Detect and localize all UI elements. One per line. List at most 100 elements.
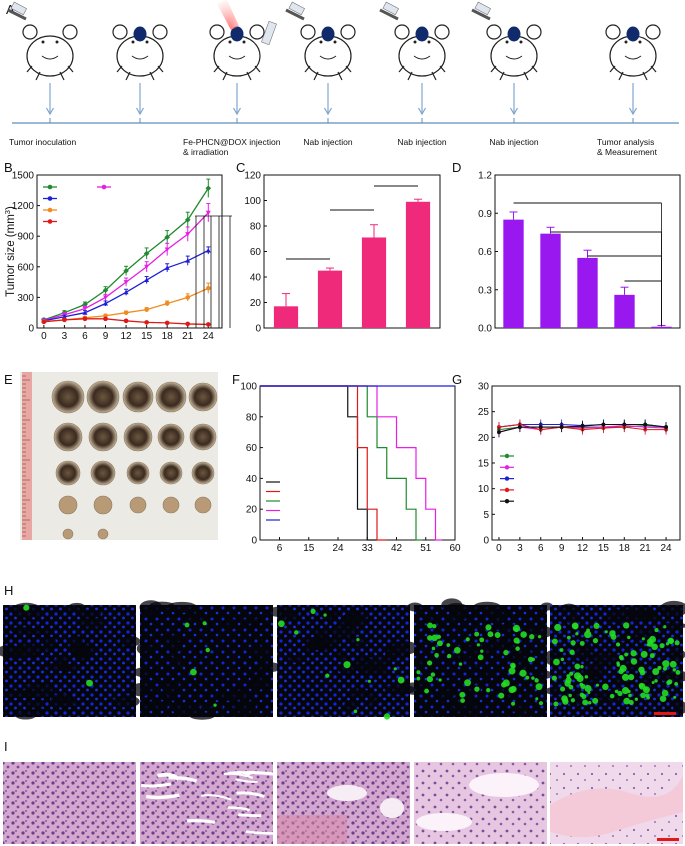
dark-region: [669, 649, 685, 660]
x-tick-label: 60: [449, 543, 461, 554]
mouse-mouth: [505, 55, 523, 60]
apoptotic-cell: [564, 680, 571, 687]
apoptotic-cell: [609, 630, 616, 637]
data-point: [164, 234, 170, 241]
dark-region: [487, 610, 509, 621]
mouse-1: [112, 24, 168, 116]
dark-region: [367, 694, 381, 707]
apoptotic-cell: [630, 650, 637, 657]
mouse-body: [116, 35, 164, 77]
mouse-feet: [213, 65, 261, 81]
dark-region: [79, 609, 102, 618]
apoptotic-cell: [498, 692, 505, 699]
tumor-sample: [162, 496, 180, 514]
apoptotic-cell: [485, 624, 492, 631]
y-tick-label: 900: [17, 232, 34, 243]
apoptotic-cell: [426, 660, 433, 666]
dark-region: [74, 646, 88, 663]
dark-region: [281, 609, 300, 621]
apoptotic-cell: [657, 665, 662, 670]
ruler-ticks: [22, 375, 30, 537]
apoptotic-cell: [431, 646, 436, 651]
dark-region: [624, 605, 655, 619]
mouse-mouth: [413, 55, 431, 60]
apoptotic-cell: [551, 675, 557, 681]
tumor-sample: [62, 528, 74, 540]
mouse-eye: [228, 40, 232, 44]
apoptotic-cell: [616, 663, 621, 667]
mouse-eye: [519, 40, 523, 44]
data-point: [144, 320, 149, 325]
dark-region: [24, 627, 52, 636]
apoptotic-cell: [574, 663, 581, 670]
event-label: Nab injection: [489, 137, 538, 147]
dark-region: [320, 609, 336, 620]
mouse-ear: [62, 24, 78, 40]
data-point: [185, 232, 191, 237]
x-tick-label: 0: [41, 331, 47, 342]
y-tick-label: 80: [250, 222, 262, 233]
x-tick-label: 24: [661, 543, 673, 554]
dark-region: [574, 640, 592, 653]
x-tick-label: 18: [619, 543, 631, 554]
apoptotic-cell: [566, 674, 571, 679]
apoptotic-cell: [323, 613, 327, 617]
apoptotic-cell: [516, 640, 520, 644]
apoptotic-cell: [654, 679, 658, 683]
mouse-mouth: [624, 55, 642, 60]
tumor-sample: [189, 423, 217, 451]
event-label-line: Nab injection: [489, 137, 538, 147]
y-tick-label: 100: [240, 382, 257, 393]
apoptotic-cell: [579, 682, 584, 687]
mouse-ear: [434, 24, 450, 40]
dark-region: [136, 642, 153, 655]
event-label: Nab injection: [397, 137, 446, 147]
ruler: [22, 372, 32, 540]
y-tick-label: 15: [478, 459, 490, 470]
dark-region: [673, 701, 685, 715]
data-point: [123, 280, 129, 285]
bar: [614, 294, 635, 328]
apoptotic-cell: [205, 647, 210, 653]
dark-region: [143, 700, 169, 712]
apoptotic-cell: [278, 620, 285, 628]
dark-region: [560, 603, 578, 613]
event-label: Tumor analysis & Measurement: [597, 137, 658, 157]
syringe-barrel-icon: [10, 1, 27, 16]
dark-region: [343, 700, 358, 711]
tumor-sample: [53, 422, 83, 452]
apoptotic-cell: [458, 662, 463, 666]
apoptotic-cell: [569, 671, 574, 676]
mouse-mouth: [319, 55, 337, 60]
tissue-gap: [168, 776, 198, 783]
dark-region: [621, 661, 644, 671]
bar: [577, 257, 598, 328]
mice-weight-chart: 0 5 10 15 20 25 30 0 3 6 9 12 15 18 21 24: [478, 382, 681, 554]
x-tick-label: 21: [182, 331, 194, 342]
dark-region: [482, 669, 497, 678]
tumor-sample: [58, 495, 78, 515]
timeline: Tumor inoculation Fe-PHCN@DOX injection & …: [9, 118, 658, 157]
data-point: [559, 425, 564, 429]
x-tick-label: 12: [577, 543, 589, 554]
mouse-eye: [624, 40, 628, 44]
apoptotic-cell: [529, 634, 535, 640]
tumor-sample: [90, 460, 116, 486]
dark-region: [46, 662, 72, 672]
y-axis-label: Tumor size (mm3): [3, 206, 17, 297]
apoptotic-cell: [551, 638, 558, 645]
panel-label-d: D: [452, 160, 461, 175]
apoptotic-cell: [515, 646, 520, 651]
mouse-ear: [340, 24, 356, 40]
y-tick-label: 0.3: [478, 285, 492, 296]
apoptotic-cell: [343, 661, 351, 669]
apoptotic-cell: [454, 646, 461, 654]
tumor-weight-chart: 0.0 0.3 0.6 0.9 1.2: [478, 171, 681, 335]
apoptotic-cell: [397, 676, 405, 684]
dark-region: [112, 695, 140, 708]
data-point: [164, 247, 170, 252]
panel-i: I: [3, 739, 683, 844]
apoptotic-cell: [535, 697, 539, 701]
dark-region: [346, 689, 373, 698]
mouse-eye: [505, 40, 509, 44]
